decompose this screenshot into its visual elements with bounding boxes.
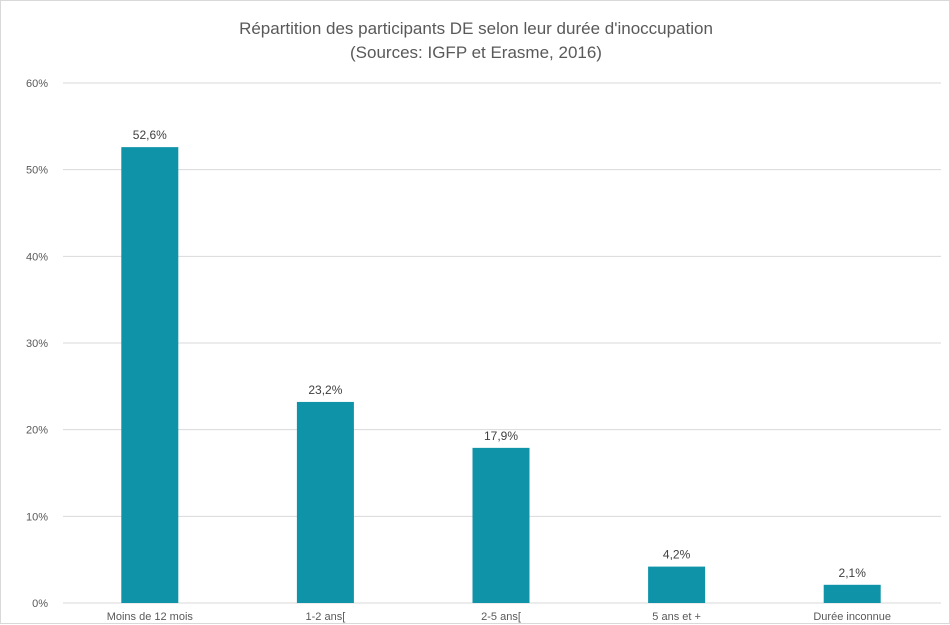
chart-subtitle: (Sources: IGFP et Erasme, 2016) [350,43,602,62]
bar [121,147,179,603]
x-category-label: Durée inconnue [813,611,891,623]
y-tick-label: 20% [26,425,48,437]
bar [472,447,530,603]
bar [823,584,881,603]
bar [296,401,354,603]
data-label: 2,1% [839,566,867,580]
x-category-label: 2-5 ans[ [481,611,521,623]
y-tick-label: 0% [32,598,48,610]
chart-title-block: Répartition des participants DE selon le… [1,17,950,65]
x-category-label: 5 ans et + [652,611,701,623]
data-label: 52,6% [133,128,167,142]
data-label: 23,2% [308,383,342,397]
bar [648,566,706,603]
y-tick-label: 60% [26,78,48,90]
y-tick-label: 50% [26,165,48,177]
y-tick-label: 10% [26,511,48,523]
x-category-label: Moins de 12 mois [107,611,194,623]
chart-title: Répartition des participants DE selon le… [239,19,713,38]
data-label: 17,9% [484,429,518,443]
y-tick-label: 40% [26,251,48,263]
data-label: 4,2% [663,548,691,562]
x-category-label: 1-2 ans[ [306,611,346,623]
y-tick-label: 30% [26,338,48,350]
